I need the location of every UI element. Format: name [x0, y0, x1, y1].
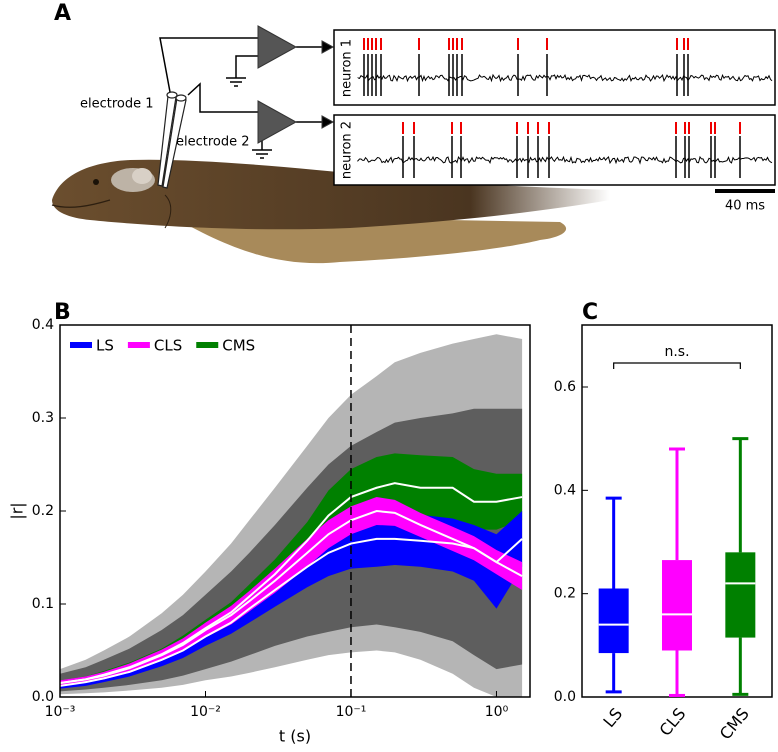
electrodes	[157, 91, 187, 189]
y-tick-label: 0.4	[554, 482, 576, 498]
trace-label: neuron 2	[340, 121, 355, 179]
electrode-label: electrode 1	[80, 97, 154, 112]
box	[598, 588, 629, 654]
y-tick-label: 0.1	[32, 596, 54, 612]
y-tick-label: 0.2	[554, 586, 576, 602]
box-chart: 0.0 0.2 0.4 0.6 LS CLS CMS n.s.	[554, 324, 773, 743]
legend-label: CMS	[222, 337, 255, 355]
y-tick-label: 0.6	[554, 379, 576, 395]
legend-label: CLS	[154, 337, 182, 355]
significance-bracket	[613, 362, 741, 369]
band	[60, 511, 523, 689]
box	[725, 552, 756, 638]
mean-line	[60, 509, 523, 685]
annotation: n.s.	[664, 344, 689, 360]
plot-frame	[581, 324, 773, 698]
x-tick-label: LS	[599, 704, 626, 731]
trace	[357, 73, 773, 83]
scale-bar-label: 40 ms	[725, 199, 765, 214]
trace-label: neuron 1	[340, 39, 355, 97]
panel-label: C	[582, 300, 598, 325]
panel-label: B	[54, 300, 71, 325]
electrode-label: electrode 2	[176, 135, 250, 150]
box	[662, 560, 692, 651]
trace-box	[333, 29, 776, 106]
y-tick-label: 0.0	[554, 689, 576, 705]
trace	[357, 155, 773, 165]
y-axis-label: |r|	[8, 502, 27, 519]
mean-line	[60, 537, 523, 687]
x-tick-label: 10⁻³	[45, 704, 76, 720]
legend-label: LS	[96, 337, 114, 355]
trace-box	[333, 114, 776, 186]
panel-label: A	[54, 1, 71, 26]
y-tick-label: 0.2	[32, 503, 54, 519]
x-tick-label: 10⁰	[485, 704, 509, 720]
x-tick-label: CMS	[716, 704, 753, 743]
y-tick-label: 0.4	[32, 317, 54, 333]
y-tick-label: 0.3	[32, 410, 54, 426]
y-tick-label: 0.0	[32, 689, 54, 705]
traces	[357, 38, 773, 178]
line-chart: 0.0 0.1 0.2 0.3 0.4 10⁻³ 10⁻² 10⁻¹ 10⁰ t (s) |r| LS…	[8, 317, 531, 746]
fish	[51, 159, 610, 264]
x-tick-label: CLS	[656, 704, 690, 739]
x-tick-label: 10⁻²	[190, 704, 221, 720]
amplifiers	[257, 25, 335, 144]
x-tick-label: 10⁻¹	[336, 704, 367, 720]
x-axis-label: t (s)	[279, 727, 311, 746]
